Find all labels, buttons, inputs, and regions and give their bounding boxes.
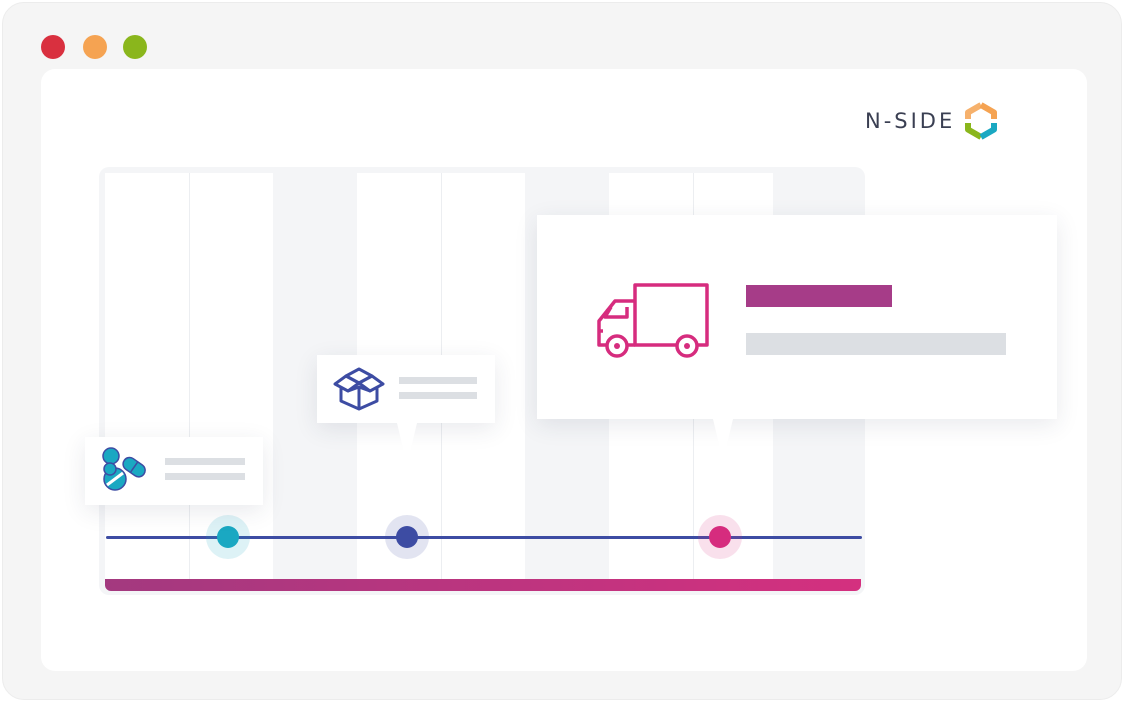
timeline-marker-packaging[interactable] xyxy=(385,515,429,559)
brand-logo-text: N-SIDE xyxy=(865,109,956,133)
marker-dot xyxy=(709,526,731,548)
window-maximize-button[interactable] xyxy=(123,35,147,59)
timeline-marker-shipping[interactable] xyxy=(698,515,742,559)
text-placeholder-line xyxy=(399,392,477,399)
hexagon-logo-icon xyxy=(965,102,998,140)
box-icon xyxy=(333,367,385,411)
timeline-marker-medication[interactable] xyxy=(206,515,250,559)
brand-logo: N-SIDE xyxy=(865,101,999,141)
card-pointer xyxy=(397,423,417,465)
text-placeholder-line xyxy=(399,377,477,384)
window-minimize-button[interactable] xyxy=(83,35,107,59)
card-subtitle-placeholder xyxy=(746,333,1006,355)
event-card-medication[interactable] xyxy=(85,437,263,505)
window-close-button[interactable] xyxy=(41,35,65,59)
text-placeholder-line xyxy=(165,458,245,465)
marker-dot xyxy=(396,526,418,548)
pills-icon xyxy=(102,447,146,491)
timeline-progress-bar xyxy=(105,579,861,591)
truck-icon xyxy=(597,283,709,358)
text-placeholder-line xyxy=(165,473,245,480)
timeline-column-divider xyxy=(189,173,190,583)
card-pointer xyxy=(713,419,733,461)
card-title-placeholder xyxy=(746,285,892,307)
event-card-shipping[interactable] xyxy=(537,215,1057,461)
content-panel: N-SIDE xyxy=(41,69,1087,671)
marker-dot xyxy=(217,526,239,548)
event-card-packaging[interactable] xyxy=(317,355,495,465)
timeline-axis xyxy=(106,536,862,539)
